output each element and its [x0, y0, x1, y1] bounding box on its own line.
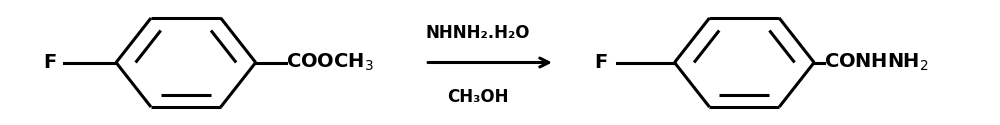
Text: NHNH₂.H₂O: NHNH₂.H₂O: [426, 24, 530, 42]
Text: F: F: [595, 53, 608, 72]
Text: CONHNH$_2$: CONHNH$_2$: [824, 52, 929, 73]
Text: CH₃OH: CH₃OH: [447, 88, 509, 106]
Text: COOCH$_3$: COOCH$_3$: [286, 52, 373, 73]
Text: F: F: [43, 53, 57, 72]
